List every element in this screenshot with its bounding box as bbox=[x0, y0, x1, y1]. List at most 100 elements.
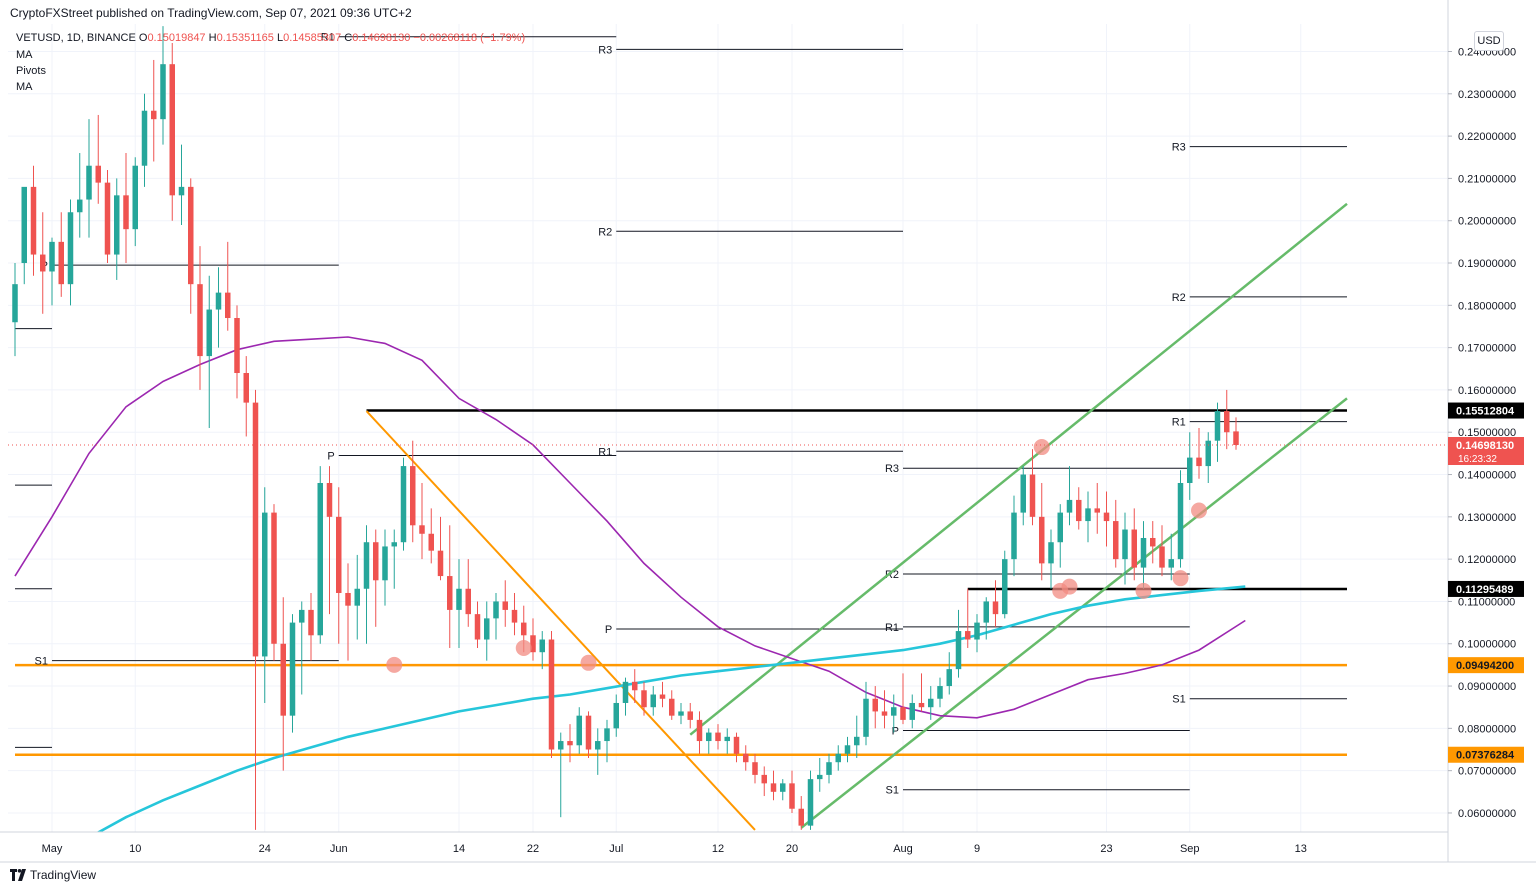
candle-body bbox=[992, 601, 999, 615]
candle bbox=[123, 153, 129, 264]
candle-body bbox=[1048, 542, 1054, 564]
footer-brand[interactable]: TradingView bbox=[10, 868, 96, 882]
candle bbox=[215, 267, 222, 348]
candle-body bbox=[160, 64, 166, 120]
candle-body bbox=[58, 241, 64, 285]
time-axis[interactable]: May 10 24 Jun 14 22 Jul 12 20 Aug 9 23 Sep 13 bbox=[0, 831, 1536, 863]
candle bbox=[1113, 499, 1119, 568]
price-level-label-bg bbox=[1448, 746, 1524, 763]
candle-body bbox=[539, 639, 545, 653]
candle-body bbox=[761, 774, 767, 784]
pivot-label: S1 bbox=[1172, 694, 1185, 706]
candle-body bbox=[937, 686, 943, 699]
candle-body bbox=[835, 753, 841, 763]
candle-body bbox=[881, 711, 888, 716]
price-axis[interactable]: 0.06000000 0.07000000 0.08000000 0.09000000… bbox=[1447, 0, 1516, 862]
candle-body bbox=[1020, 474, 1026, 513]
indicator-pivots[interactable]: Pivots bbox=[16, 65, 46, 77]
touch-marker bbox=[1191, 502, 1207, 519]
pivot-label: R1 bbox=[321, 32, 335, 44]
candle-body bbox=[1159, 546, 1165, 568]
candle bbox=[354, 554, 360, 640]
candle-body bbox=[659, 694, 666, 699]
candle bbox=[243, 356, 249, 437]
candle-body bbox=[780, 783, 786, 792]
candle-body bbox=[104, 182, 111, 255]
candle bbox=[548, 631, 555, 758]
price-tick-label: 0.15000000 bbox=[1458, 427, 1516, 439]
candle-body bbox=[567, 741, 573, 746]
candle-body bbox=[95, 165, 101, 183]
candle-body bbox=[474, 614, 481, 640]
candle-body bbox=[613, 702, 619, 729]
support-resistance-lines bbox=[15, 409, 1347, 756]
price-level-label-bg bbox=[1448, 657, 1524, 674]
candle-body bbox=[1177, 482, 1184, 560]
candle bbox=[1011, 495, 1017, 577]
price-level-label: 0.15512804 bbox=[1448, 402, 1524, 419]
price-tick-label: 0.17000000 bbox=[1458, 343, 1516, 355]
candle-body bbox=[1122, 529, 1128, 560]
candle bbox=[891, 694, 897, 733]
candle-body bbox=[715, 732, 721, 742]
candle bbox=[132, 157, 138, 247]
price-tick-label: 0.11000000 bbox=[1458, 596, 1515, 608]
touch-marker bbox=[580, 654, 597, 671]
candle bbox=[206, 275, 212, 428]
candle-body bbox=[530, 635, 536, 653]
candle bbox=[225, 241, 231, 331]
candle bbox=[262, 487, 268, 703]
candle-body bbox=[1214, 411, 1221, 441]
candle-body bbox=[1103, 512, 1110, 522]
candle bbox=[983, 597, 989, 640]
candle bbox=[49, 237, 55, 306]
candle-body bbox=[900, 707, 906, 720]
candle-body bbox=[21, 186, 27, 264]
candle-body bbox=[1140, 537, 1147, 568]
trendline bbox=[689, 202, 1348, 736]
pivot-label: R2 bbox=[1172, 292, 1186, 304]
candle-body bbox=[391, 542, 397, 547]
candle-body bbox=[410, 466, 416, 526]
candle-body bbox=[30, 186, 37, 255]
candle-body bbox=[946, 669, 952, 687]
candle bbox=[1224, 389, 1230, 450]
candle-body bbox=[891, 707, 897, 716]
candle bbox=[400, 457, 407, 551]
price-tick-label: 0.08000000 bbox=[1458, 723, 1516, 735]
candle-body bbox=[419, 525, 425, 534]
candle bbox=[863, 681, 869, 746]
candle bbox=[715, 724, 721, 750]
candle-body bbox=[807, 779, 814, 826]
candle-body bbox=[336, 516, 342, 593]
price-level-label: 0.09494200 bbox=[1448, 657, 1524, 674]
pivot-label: R1 bbox=[598, 446, 612, 458]
candle-body bbox=[447, 576, 453, 610]
time-tick-label: 10 bbox=[129, 843, 141, 855]
candle bbox=[1205, 432, 1211, 483]
indicator-ma-fast[interactable]: MA bbox=[16, 49, 33, 61]
price-level-label: 0.11295489 bbox=[1448, 580, 1524, 597]
time-tick-label: 13 bbox=[1295, 843, 1307, 855]
candle bbox=[965, 588, 971, 648]
candle bbox=[58, 212, 64, 297]
indicator-ma-slow[interactable]: MA bbox=[16, 81, 33, 93]
currency-button[interactable]: USD bbox=[1474, 31, 1504, 51]
pivot-label: P bbox=[327, 450, 334, 462]
current-price-label: 0.14698130 16:23:32 bbox=[1448, 437, 1524, 466]
candle-body bbox=[1002, 559, 1008, 615]
candle-body bbox=[770, 783, 777, 792]
candle-body bbox=[872, 698, 878, 712]
time-tick-label: Sep bbox=[1180, 843, 1200, 855]
time-tick-label: Jun bbox=[330, 843, 348, 855]
candle bbox=[77, 153, 83, 238]
candle-body bbox=[354, 588, 360, 606]
current-price-bg bbox=[1448, 437, 1524, 466]
candle bbox=[40, 212, 46, 314]
candle bbox=[928, 686, 934, 720]
price-tick-label: 0.22000000 bbox=[1458, 131, 1516, 143]
time-tick-label: 22 bbox=[527, 843, 539, 855]
touch-marker bbox=[1172, 570, 1189, 587]
candle-body bbox=[326, 482, 333, 517]
